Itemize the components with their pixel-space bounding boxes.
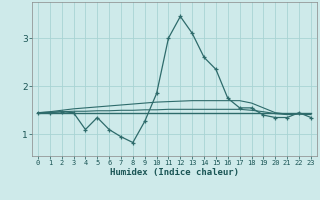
X-axis label: Humidex (Indice chaleur): Humidex (Indice chaleur) bbox=[110, 168, 239, 177]
